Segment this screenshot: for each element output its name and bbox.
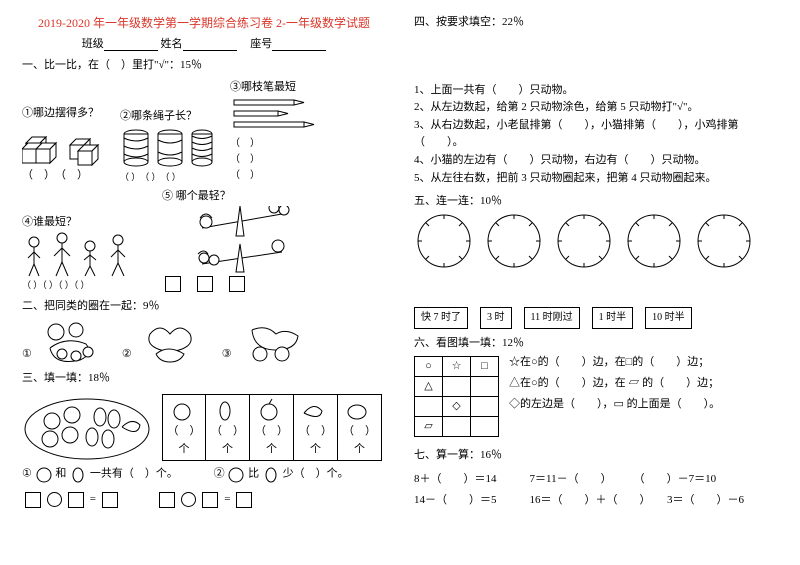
tb-4: 1 时半 [592, 307, 634, 329]
e0: 8＋（ ）＝14 [414, 473, 497, 485]
unit-3: （ ）个 [254, 423, 289, 458]
s3-l1a: ① [22, 468, 32, 480]
s6-r2: △在○的（ ）边，在 ▱ 的（ ）边； [509, 373, 720, 394]
s3-l1b: 和 [55, 468, 66, 480]
tray-illustration [22, 391, 152, 461]
tb-5: 10 时半 [645, 307, 692, 329]
section-7: 七、算一算：16％ 8＋（ ）＝14 7＝11－（ ） （ ）－7＝10 14－… [414, 447, 778, 510]
student-info: 班级 姓名 座号 [22, 35, 386, 51]
time-boxes: 快 7 时了 3 时 11 时刚过 1 时半 10 时半 [414, 307, 778, 329]
s4-p2: 2、从左边数起，给第 2 只动物涂色，给第 5 只动物打"√"。 [414, 99, 778, 117]
s1-q3: ③哪枝笔最短 [230, 79, 320, 97]
group3-illustration [242, 320, 312, 364]
s4-p5: 5、从左往右数，把前 3 只动物圈起来，把第 4 只动物圈起来。 [414, 170, 778, 188]
e1: 7＝11－（ ） [530, 473, 607, 485]
section-6: 六、看图填一填：12％ ○☆□ △ ◇ ▱ ☆在○的（ ）边，在□的（ ）边； … [414, 335, 778, 442]
exam-title: 2019-2020 年一年级数学第一学期综合练习卷 2-一年级数学试题 [22, 14, 386, 31]
blank-class[interactable] [104, 39, 158, 51]
fruit-table: （ ）个 （ ）个 （ ）个 （ ）个 （ ）个 [162, 394, 382, 461]
unit-2: （ ）个 [210, 423, 245, 458]
s2-c: ③ [222, 346, 232, 364]
s2-head: 二、把同类的圈在一起：9％ [22, 298, 386, 316]
label-class: 班级 [82, 38, 104, 50]
section-3: 三、填一填：18％ （ ）个 （ ）个 （ ）个 （ ）个 （ ）个 ① 和 [22, 370, 386, 509]
group2-illustration [142, 320, 212, 364]
s3-l2c: 少（ ）个。 [283, 468, 349, 480]
section-2: 二、把同类的圈在一起：9％ ① ② ③ [22, 298, 386, 364]
s4-p1: 1、上面一共有（ ）只动物。 [414, 82, 778, 100]
rope-illustration [120, 126, 214, 170]
e3: 14－（ ）＝5 [414, 494, 497, 506]
s4-p3: 3、从右边数起，小老鼠排第（ ），小猫排第（ ），小鸡排第（ ）。 [414, 117, 778, 152]
group1-illustration [42, 320, 112, 364]
s4-head: 四、按要求填空：22％ [414, 14, 778, 32]
scale-illustration [162, 206, 312, 276]
unit-4: （ ）个 [298, 423, 333, 458]
section-5: 五、连一连：10％ 快 7 时了 3 时 11 时刚过 1 时半 10 时半 [414, 193, 778, 329]
e4: 16＝（ ）＋（ ） [530, 494, 646, 506]
clocks-illustration [414, 211, 754, 271]
section-4: 四、按要求填空：22％ 1、上面一共有（ ）只动物。 2、从左边数起，给第 2 … [414, 14, 778, 187]
pencil-illustration [230, 96, 320, 136]
s3-l2a: ② [214, 468, 225, 480]
s1-q1: ①哪边摆得多？ [22, 105, 110, 123]
tb-1: 快 7 时了 [414, 307, 468, 329]
cubes-illustration [22, 123, 102, 167]
blank-name[interactable] [183, 39, 237, 51]
s3-head: 三、填一填：18％ [22, 370, 386, 388]
s3-l1c: 一共有（ ）个。 [90, 468, 178, 480]
s7-head: 七、算一算：16％ [414, 447, 778, 465]
left-column: 2019-2020 年一年级数学第一学期综合练习卷 2-一年级数学试题 班级 姓… [22, 14, 386, 517]
shape-grid: ○☆□ △ ◇ ▱ [414, 356, 499, 437]
equation-row: = = [22, 491, 386, 509]
s2-b: ② [122, 346, 132, 364]
people-illustration [22, 232, 142, 278]
s1-q5: ⑤ 哪个最轻？ [162, 188, 312, 206]
tb-2: 3 时 [480, 307, 512, 329]
s1-head: 一、比一比，在（ ）里打"√"：15％ [22, 57, 386, 75]
section-1: 一、比一比，在（ ）里打"√"：15％ ①哪边摆得多？ （ ） （ ） ②哪条绳… [22, 57, 386, 292]
unit-1: （ ）个 [167, 423, 201, 458]
s4-p4: 4、小猫的左边有（ ）只动物，右边有（ ）只动物。 [414, 152, 778, 170]
s6-r1: ☆在○的（ ）边，在□的（ ）边； [509, 352, 720, 373]
right-column: 四、按要求填空：22％ 1、上面一共有（ ）只动物。 2、从左边数起，给第 2 … [414, 14, 778, 517]
s2-a: ① [22, 346, 32, 364]
label-seat: 座号 [250, 38, 272, 50]
s3-l2b: 比 [248, 468, 259, 480]
unit-5: （ ）个 [342, 423, 377, 458]
page-root: 2019-2020 年一年级数学第一学期综合练习卷 2-一年级数学试题 班级 姓… [0, 0, 800, 531]
blank-seat[interactable] [272, 39, 326, 51]
e2: （ ）－7＝10 [639, 473, 716, 485]
s6-r3: ◇的左边是（ ），▭ 的上面是（ ）。 [509, 394, 720, 415]
e5: 3＝（ ）－6 [667, 494, 744, 506]
s1-q4: ④谁最短？ [22, 214, 152, 232]
tb-3: 11 时刚过 [524, 307, 580, 329]
label-name: 姓名 [161, 38, 183, 50]
s6-head: 六、看图填一填：12％ [414, 335, 778, 353]
s1-q2: ②哪条绳子长？ [120, 108, 220, 126]
s5-head: 五、连一连：10％ [414, 193, 778, 211]
